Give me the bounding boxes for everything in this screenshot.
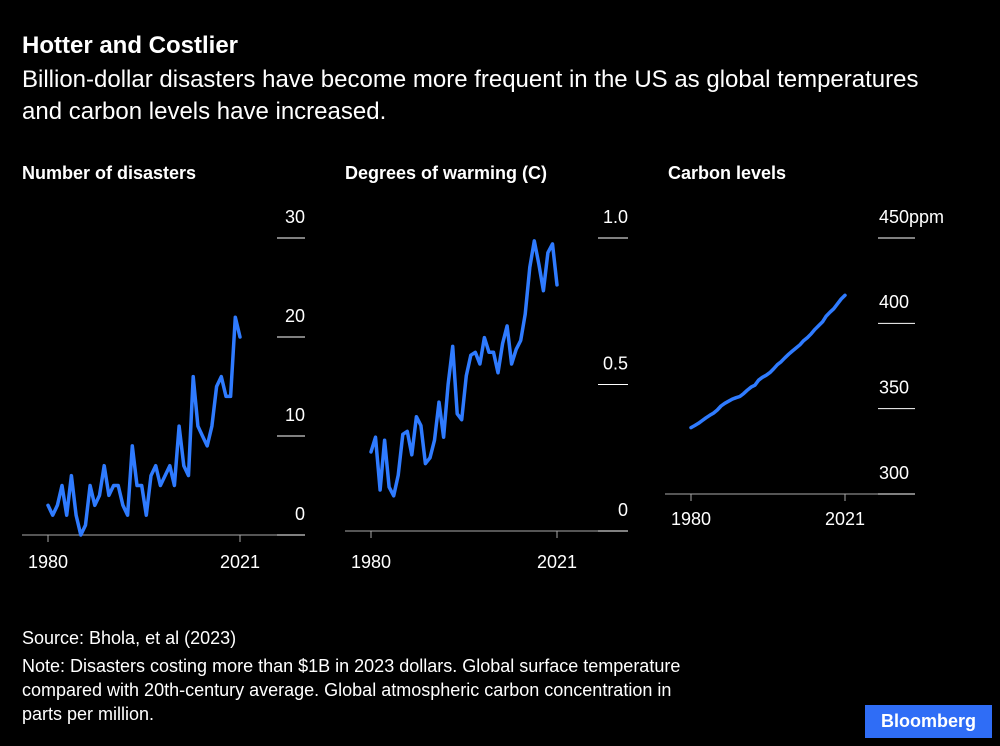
y-tick-label: 0 — [618, 500, 628, 520]
y-tick-label: 400 — [879, 292, 909, 312]
y-tick-label: 300 — [879, 463, 909, 483]
data-line — [689, 293, 847, 430]
title: Hotter and Costlier — [22, 32, 239, 59]
x-tick-label: 2021 — [220, 552, 260, 572]
x-tick-label: 1980 — [28, 552, 68, 572]
panel-title: Number of disasters — [22, 163, 196, 183]
y-tick-label: 30 — [285, 207, 305, 227]
note: Note: Disasters costing more than $1B in… — [22, 656, 681, 724]
x-tick-label: 2021 — [825, 509, 865, 529]
x-tick-label: 1980 — [671, 509, 711, 529]
y-tick-label: 450ppm — [879, 207, 944, 227]
y-tick-label: 10 — [285, 405, 305, 425]
x-tick-label: 2021 — [537, 552, 577, 572]
y-tick-label: 1.0 — [603, 207, 628, 227]
charts: Number of disasters 0 10 20 30 1980 2021 Degree… — [22, 163, 944, 572]
x-tick-label: 1980 — [351, 552, 391, 572]
data-line — [369, 239, 559, 498]
y-tick-label: 0.5 — [603, 353, 628, 373]
data-line — [46, 315, 242, 537]
y-tick-label: 20 — [285, 306, 305, 326]
y-tick-label: 0 — [295, 504, 305, 524]
y-tick-label: 350 — [879, 377, 909, 397]
subtitle: Billion-dollar disasters have become mor… — [22, 66, 919, 125]
panel-title: Carbon levels — [668, 163, 786, 183]
panel-title: Degrees of warming (C) — [345, 163, 547, 183]
logo: Bloomberg — [865, 705, 992, 738]
source: Source: Bhola, et al (2023) — [22, 628, 237, 648]
